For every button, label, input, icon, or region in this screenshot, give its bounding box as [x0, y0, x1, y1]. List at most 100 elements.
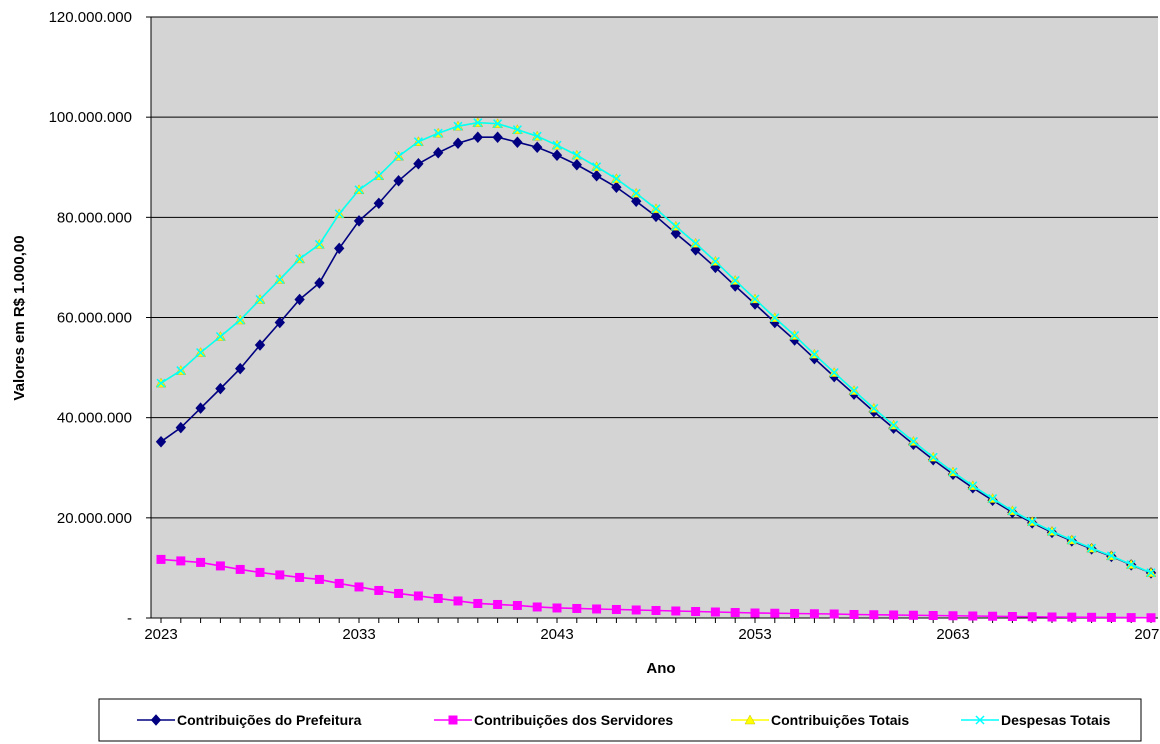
data-point-0-15 [452, 137, 464, 149]
data-point-3-26 [671, 221, 681, 231]
data-point-1-12 [394, 588, 404, 598]
data-point-1-10 [354, 582, 364, 592]
data-point-3-40 [948, 467, 958, 477]
x-tick-label-5: 2073 [1134, 626, 1160, 643]
data-point-3-37 [889, 420, 899, 430]
data-point-1-43 [1007, 611, 1017, 621]
data-point-3-30 [750, 294, 760, 304]
legend-items: Contribuições do Prefeitura Contribuições… [137, 712, 1111, 728]
data-point-1-45 [1047, 612, 1057, 622]
y-tick-label-4: 80.000.000 [57, 209, 132, 226]
data-point-1-44 [1027, 612, 1037, 622]
y-tick-label-5: 100.000.000 [49, 109, 132, 126]
data-point-1-34 [829, 609, 839, 619]
data-point-3-29 [730, 275, 740, 285]
data-point-0-8 [314, 277, 325, 289]
data-point-3-47 [1087, 543, 1097, 553]
x-axis-title: Ano [646, 660, 675, 677]
data-point-0-10 [353, 215, 365, 227]
data-point-1-22 [592, 604, 602, 614]
data-point-1-21 [572, 603, 582, 613]
data-point-1-26 [671, 606, 681, 616]
data-point-1-37 [889, 610, 899, 620]
data-point-1-42 [988, 611, 998, 621]
x-tick-label-2: 2043 [540, 626, 573, 643]
legend-marker-3 [975, 715, 985, 725]
y-tick-label-3: 60.000.000 [57, 310, 132, 327]
data-point-1-17 [493, 599, 503, 609]
data-point-3-39 [928, 452, 938, 462]
data-point-1-46 [1067, 612, 1077, 622]
data-point-0-7 [294, 293, 305, 306]
data-point-1-11 [374, 585, 384, 595]
data-point-3-46 [1067, 535, 1077, 545]
data-point-1-27 [691, 606, 701, 616]
data-point-0-22 [591, 170, 602, 182]
data-point-1-29 [730, 607, 740, 617]
data-point-3-6 [275, 274, 285, 284]
y-axis-title: Valores em R$ 1.000,00 [11, 235, 28, 400]
data-point-0-3 [215, 382, 226, 395]
data-point-3-33 [809, 349, 819, 359]
data-point-0-6 [274, 316, 285, 329]
data-point-0-23 [611, 181, 622, 194]
data-point-1-9 [334, 578, 344, 588]
data-point-1-49 [1126, 613, 1136, 623]
data-point-1-24 [631, 605, 641, 615]
data-point-0-9 [334, 242, 345, 255]
data-point-0-26 [670, 227, 681, 240]
x-tick-label-3: 2053 [738, 626, 771, 643]
data-point-1-19 [532, 602, 542, 612]
data-point-3-48 [1106, 551, 1116, 561]
data-point-0-14 [433, 146, 444, 159]
data-point-3-2 [196, 348, 206, 358]
data-point-0-25 [650, 210, 662, 223]
data-point-3-18 [512, 125, 522, 135]
data-point-3-17 [493, 119, 503, 129]
data-point-3-24 [631, 188, 641, 198]
series-group [155, 117, 1157, 623]
data-point-1-3 [215, 561, 225, 571]
data-point-3-13 [413, 137, 423, 147]
data-point-3-36 [869, 403, 879, 413]
data-point-0-21 [571, 158, 582, 171]
data-point-1-20 [552, 603, 562, 613]
y-tick-label-0: - [127, 610, 132, 627]
data-point-0-2 [195, 402, 206, 414]
data-point-3-38 [908, 436, 918, 446]
legend-item-2: Contribuições Totais [731, 712, 909, 728]
data-point-3-5 [255, 294, 265, 305]
data-point-0-0 [155, 435, 167, 448]
data-point-1-4 [235, 564, 245, 574]
data-point-0-24 [631, 195, 642, 208]
data-point-3-4 [235, 315, 245, 325]
legend-item-1: Contribuições dos Servidores [434, 712, 673, 728]
data-point-3-42 [988, 494, 998, 504]
data-point-3-44 [1027, 517, 1037, 527]
data-point-1-31 [770, 608, 780, 618]
data-point-3-50 [1146, 568, 1156, 578]
data-point-1-39 [928, 610, 938, 620]
legend-label-0: Contribuições do Prefeitura [177, 712, 362, 728]
data-point-3-21 [572, 150, 582, 160]
tick-labels: - 20.000.000 40.000.000 60.000.000 80.000.00… [49, 9, 1160, 643]
data-point-1-7 [295, 572, 305, 582]
data-point-1-41 [968, 611, 978, 621]
y-tick-label-1: 20.000.000 [57, 510, 132, 527]
y-tick-label-6: 120.000.000 [49, 9, 132, 26]
data-point-3-35 [849, 386, 859, 396]
data-point-1-2 [196, 557, 206, 567]
legend-marker-2 [744, 714, 756, 725]
data-point-0-17 [492, 131, 503, 143]
data-point-3-11 [374, 171, 384, 181]
data-point-3-9 [334, 209, 344, 219]
data-point-3-45 [1047, 526, 1057, 536]
data-point-1-33 [809, 609, 819, 619]
data-point-1-15 [453, 596, 463, 606]
data-point-0-12 [393, 175, 404, 187]
data-point-3-14 [433, 128, 443, 138]
legend-marker-0 [150, 714, 162, 726]
data-point-1-50 [1146, 613, 1156, 623]
data-point-0-19 [532, 141, 543, 153]
